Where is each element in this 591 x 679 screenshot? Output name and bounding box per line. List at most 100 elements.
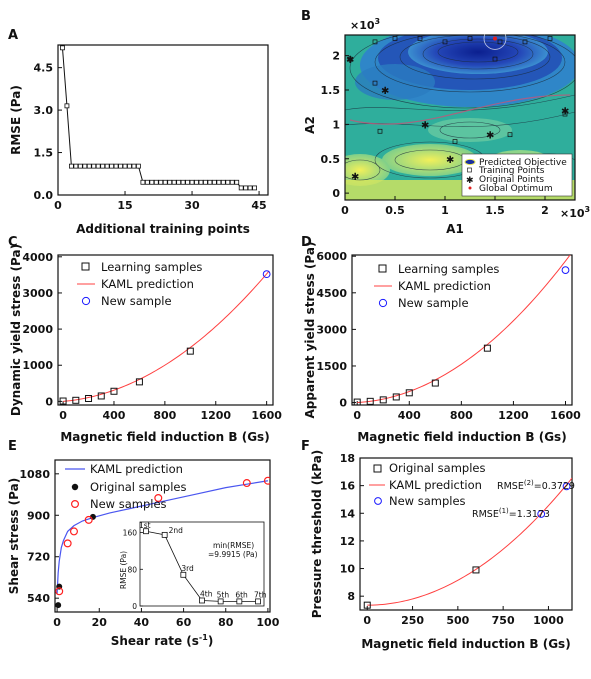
panel-b-xlabel: A1 — [446, 222, 464, 236]
inset-point-label: 4th — [200, 589, 213, 598]
panel-b-y-multiplier: ×103 — [350, 17, 380, 32]
rmse-point — [243, 185, 249, 191]
learning-sample-point — [97, 392, 105, 400]
training-point — [347, 56, 353, 62]
learning-sample-point — [110, 387, 118, 395]
panel-e-frame — [54, 459, 271, 613]
new-sample-point — [537, 510, 546, 518]
x-tick-label: 0 — [54, 199, 62, 212]
rmse-point — [180, 179, 186, 185]
panel-a-ylabel: RMSE (Pa) — [9, 85, 23, 155]
legend-new-samples: New samples — [389, 494, 466, 508]
training-point — [562, 111, 568, 117]
rmse-point — [60, 45, 65, 51]
legend-predicted-objective: Predicted Objective — [479, 158, 567, 168]
rmse-point — [69, 163, 74, 169]
rmse-point — [131, 163, 137, 169]
y-tick-label: 3000 — [316, 323, 347, 336]
original-point: ✱ — [486, 131, 494, 142]
training-point — [467, 36, 473, 41]
inset-rmse-point — [236, 598, 243, 605]
rmse-point — [171, 179, 177, 185]
panel-e-xlabel: Shear rate (s-1) — [111, 633, 214, 648]
y-tick-label: 0.5 — [321, 153, 341, 166]
inset-annotation-1: min(RMSE) — [213, 541, 254, 550]
inset-rmse-point — [199, 597, 205, 604]
panel-c-frame — [57, 254, 274, 406]
rmse-point — [162, 179, 168, 185]
rmse-point — [149, 179, 155, 185]
x-tick-label: 750 — [492, 614, 515, 627]
panel-b-x-multiplier: ×103 — [560, 205, 590, 220]
panel-f-frame — [359, 457, 573, 611]
y-tick-label: 4000 — [22, 251, 53, 264]
rmse-point — [234, 179, 240, 185]
panel-e-legend: KAML prediction Original samples New sam… — [65, 462, 186, 511]
x-tick-label: 500 — [446, 614, 469, 627]
x-tick-label: 1200 — [498, 409, 529, 422]
legend-new-samples: New samples — [90, 497, 167, 511]
new-sample-point — [561, 266, 570, 275]
rmse-point — [194, 179, 199, 185]
x-tick-label: 800 — [450, 409, 473, 422]
x-tick-label: 0 — [53, 616, 61, 629]
rmse-point — [144, 179, 150, 185]
learning-sample-point — [363, 601, 371, 609]
kaml-prediction-curve — [56, 480, 268, 594]
training-point — [442, 39, 448, 45]
y-tick-label: 14 — [340, 507, 356, 520]
panel-b-ylabel: A2 — [303, 116, 317, 134]
kaml-prediction-curve — [367, 477, 572, 606]
training-point — [372, 80, 378, 86]
y-tick-label: 2000 — [22, 323, 53, 336]
x-tick-label: 1600 — [251, 409, 282, 422]
rmse-point — [167, 179, 173, 185]
x-tick-label: 30 — [184, 199, 200, 212]
training-point — [522, 39, 528, 45]
inset-y-tick-label: 160 — [123, 529, 138, 538]
legend-original-samples: Original samples — [90, 480, 186, 494]
panel-b-frame — [344, 34, 576, 201]
panel-letter-b: B — [301, 9, 311, 24]
rmse-point — [118, 163, 123, 169]
rmse-point — [127, 163, 132, 169]
rmse-point — [203, 179, 208, 185]
learning-sample-point — [72, 396, 80, 404]
x-tick-label: 1000 — [533, 614, 564, 627]
y-tick-label: 1080 — [19, 468, 50, 481]
x-tick-label: 60 — [176, 616, 192, 629]
inset-point-label: 2nd — [169, 526, 184, 535]
y-tick-label: 0.0 — [34, 189, 54, 202]
y-tick-label: 3.0 — [34, 104, 54, 117]
rmse-point — [122, 163, 128, 169]
x-tick-label: 40 — [134, 616, 150, 629]
panel-letter-f: F — [301, 439, 310, 454]
kaml-prediction-curve — [357, 255, 571, 404]
panel-letter-e: E — [8, 439, 17, 454]
panel-a-frame — [57, 44, 269, 196]
learning-sample-point — [483, 344, 491, 352]
x-tick-label: 100 — [256, 616, 279, 629]
panel-d-chart: 0 400 800 1200 1600 0 1500 3000 4500 6000 Learnin… — [303, 242, 581, 444]
rmse-point — [136, 163, 141, 169]
rmse-point — [91, 163, 97, 169]
panel-a-xlabel: Additional training points — [76, 222, 250, 236]
rmse-point — [100, 163, 106, 169]
new-sample-point — [55, 587, 64, 596]
x-tick-label: 250 — [401, 614, 424, 627]
x-tick-label: 0 — [341, 204, 349, 217]
legend-learning-samples: Learning samples — [398, 262, 499, 276]
training-point — [392, 36, 398, 41]
new-sample-point — [154, 494, 163, 503]
inset-frame — [139, 521, 265, 607]
rmse-point — [176, 179, 182, 185]
panel-d-legend: Learning samples KAML prediction New sam… — [374, 262, 499, 310]
training-point — [492, 56, 498, 62]
rmse-point — [185, 179, 190, 185]
x-tick-label: 800 — [153, 409, 176, 422]
original-point: ✱ — [421, 120, 429, 131]
y-tick-label: 16 — [340, 480, 356, 493]
learning-sample-point — [379, 396, 387, 404]
